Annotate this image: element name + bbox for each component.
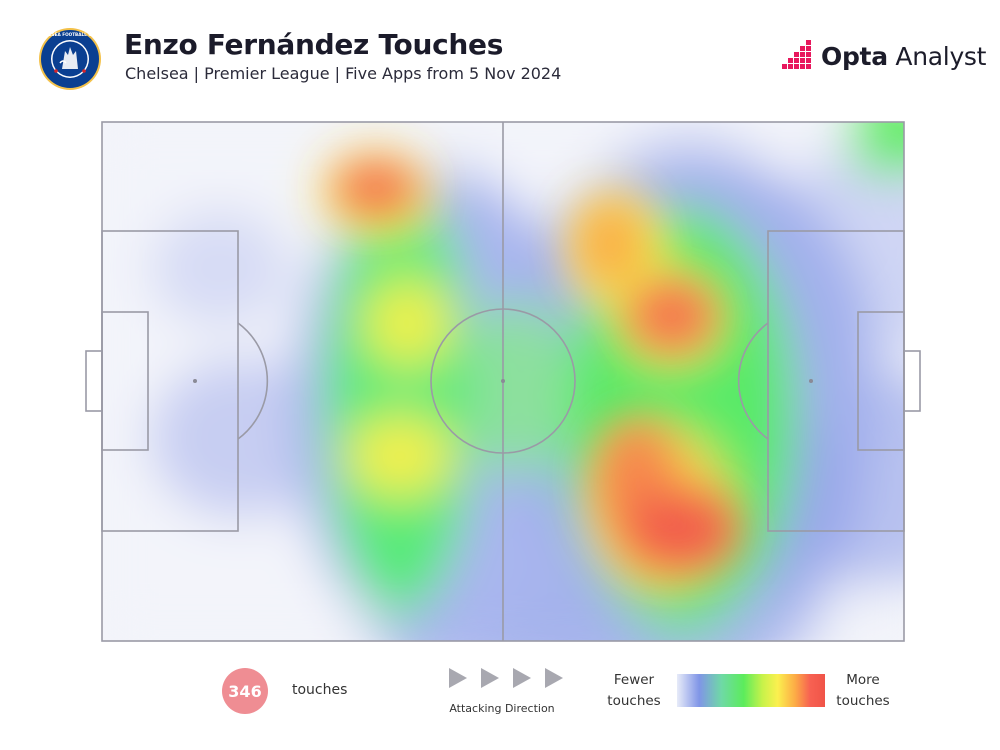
page-subtitle: Chelsea | Premier League | Five Apps fro…	[125, 64, 562, 83]
left-penalty-spot	[193, 379, 197, 383]
opta-bars-icon	[782, 40, 811, 69]
attacking-direction-arrows	[449, 668, 563, 688]
right-penalty-spot	[809, 379, 813, 383]
heat-blob	[470, 298, 570, 478]
play-arrow-icon	[513, 668, 531, 688]
crest-text: CHELSEA FOOTBALL CLUB	[40, 32, 101, 37]
play-arrow-icon	[545, 668, 563, 688]
chelsea-crest-logo: CHELSEA FOOTBALL CLUB	[38, 27, 102, 91]
touch-count-label: touches	[292, 682, 348, 698]
play-arrow-icon	[481, 668, 499, 688]
heat-blob	[363, 278, 453, 368]
centre-circle	[430, 308, 576, 454]
left-goal	[85, 350, 103, 412]
heat-blob	[345, 414, 455, 498]
heat-blob	[334, 162, 418, 214]
left-penalty-arc	[237, 322, 269, 440]
page-title: Enzo Fernández Touches	[124, 28, 504, 61]
right-penalty-arc	[737, 322, 769, 440]
opta-analyst-logo: Opta Analyst	[780, 38, 986, 78]
attacking-direction-legend: Attacking Direction	[436, 662, 568, 718]
heat-blob	[622, 492, 738, 568]
heat-blob	[325, 183, 475, 613]
heat-blob	[632, 286, 712, 346]
touch-heatmap	[80, 118, 925, 646]
brand-name: Opta Analyst	[821, 42, 987, 71]
pitch-spots	[193, 379, 813, 383]
heat-blob	[850, 122, 904, 174]
heatmap-layer	[102, 122, 904, 641]
heat-blob	[150, 208, 290, 328]
heat-blob	[578, 201, 642, 285]
touch-count-badge: 346	[222, 668, 268, 714]
attacking-direction-label: Attacking Direction	[449, 702, 555, 715]
scale-low-label: Fewer touches	[607, 672, 661, 709]
play-arrow-icon	[449, 668, 467, 688]
heatmap-color-scale	[677, 674, 825, 707]
pitch-markings	[85, 121, 921, 642]
right-goal	[903, 350, 921, 412]
centre-spot	[501, 379, 505, 383]
scale-high-label: More touches	[836, 672, 890, 709]
